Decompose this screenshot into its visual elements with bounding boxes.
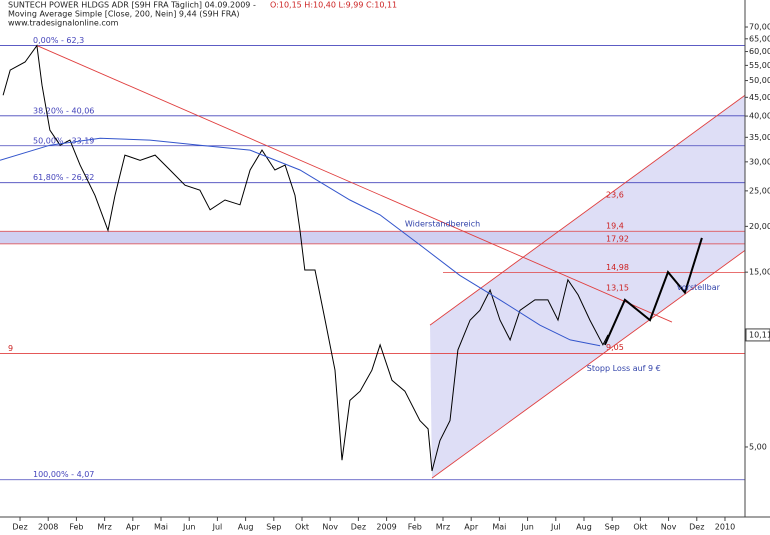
x-tick-label: Mrz: [97, 523, 111, 532]
x-tick-label: 2010: [715, 523, 735, 532]
y-tick-label: 5,00: [749, 442, 767, 451]
y-tick-label: 40,00: [749, 112, 770, 121]
x-tick-label: Jul: [212, 523, 223, 532]
level-label: 9,05: [606, 343, 624, 352]
annotation: vorstellbar: [677, 283, 721, 292]
plot-area: 0,00% - 62,3 38,20% - 40,06 50,00% - 33,19…: [0, 36, 746, 481]
ma-legend: Moving Average Simple [Close, 200, Nein]…: [8, 10, 240, 19]
x-tick-label: Mai: [492, 523, 506, 532]
y-tick-label: 45,00: [749, 93, 770, 102]
level-label: 14,98: [606, 263, 629, 272]
x-tick-label: Aug: [238, 523, 254, 532]
level-label: 19,4: [606, 222, 624, 231]
x-tick-label: Sep: [605, 523, 620, 532]
series-line: [603, 237, 703, 346]
y-tick-label: 25,00: [749, 186, 770, 195]
trendline: [36, 45, 673, 323]
x-tick-label: Feb: [408, 523, 422, 532]
x-tick-label: Apr: [126, 523, 141, 532]
price-legend: SUNTECH POWER HLDGS ADR [S9H FRA Täglich…: [8, 1, 256, 10]
x-tick-label: Jul: [550, 523, 561, 532]
y-tick-label: 65,00: [749, 34, 770, 43]
channel-fill: [430, 95, 745, 479]
x-tick-label: 2009: [376, 523, 396, 532]
x-tick-label: Mai: [154, 523, 168, 532]
x-tick-label: Aug: [576, 523, 592, 532]
last-price-label: 10,11: [749, 330, 770, 339]
x-tick-label: Dez: [351, 523, 366, 532]
annotation: Widerstandbereich: [405, 220, 480, 229]
y-tick-label: 60,00: [749, 47, 770, 56]
y-tick-label: 70,00: [749, 23, 770, 32]
series-line: [2, 44, 609, 472]
level-label: 13,15: [606, 284, 629, 293]
x-tick-label: 2008: [38, 523, 58, 532]
level-label: 50,00% - 33,19: [33, 136, 94, 145]
x-tick-label: Sep: [266, 523, 281, 532]
trendline: [429, 94, 746, 326]
x-tick-label: Apr: [464, 523, 479, 532]
level-label: 23,6: [606, 191, 624, 200]
level-label: 17,92: [606, 234, 629, 243]
level-label: 100,00% - 4,07: [33, 470, 94, 479]
series-line: [0, 137, 601, 347]
x-tick-label: Feb: [69, 523, 83, 532]
y-tick-label: 30,00: [749, 157, 770, 166]
x-tick-label: Nov: [661, 523, 677, 532]
x-tick-label: Dez: [12, 523, 27, 532]
level-label: 38,20% - 40,06: [33, 106, 94, 115]
x-tick-label: Okt: [295, 523, 309, 532]
ohlc: O:10,15 H:10,40 L:9,99 C:10,11: [270, 1, 397, 10]
x-tick-label: Mrz: [436, 523, 450, 532]
trendline: [431, 250, 746, 479]
y-tick-label: 55,00: [749, 61, 770, 70]
level-label: 61,80% - 26,32: [33, 173, 94, 182]
x-tick-label: Dez: [689, 523, 704, 532]
y-tick-label: 50,00: [749, 76, 770, 85]
level-label: 9: [8, 344, 13, 353]
x-tick-label: Jun: [182, 523, 196, 532]
x-tick-label: Nov: [322, 523, 338, 532]
source: www.tradesignalonline.com: [8, 19, 119, 28]
y-tick-label: 20,00: [749, 222, 770, 231]
last-price-box: [745, 328, 770, 342]
x-tick-label: Okt: [633, 523, 647, 532]
level-label: 0,00% - 62,3: [33, 36, 84, 45]
y-tick-label: 35,00: [749, 133, 770, 142]
x-tick-label: Jun: [520, 523, 534, 532]
annotation: Stopp Loss auf 9 €: [587, 364, 661, 373]
y-tick-label: 15,00: [749, 268, 770, 277]
